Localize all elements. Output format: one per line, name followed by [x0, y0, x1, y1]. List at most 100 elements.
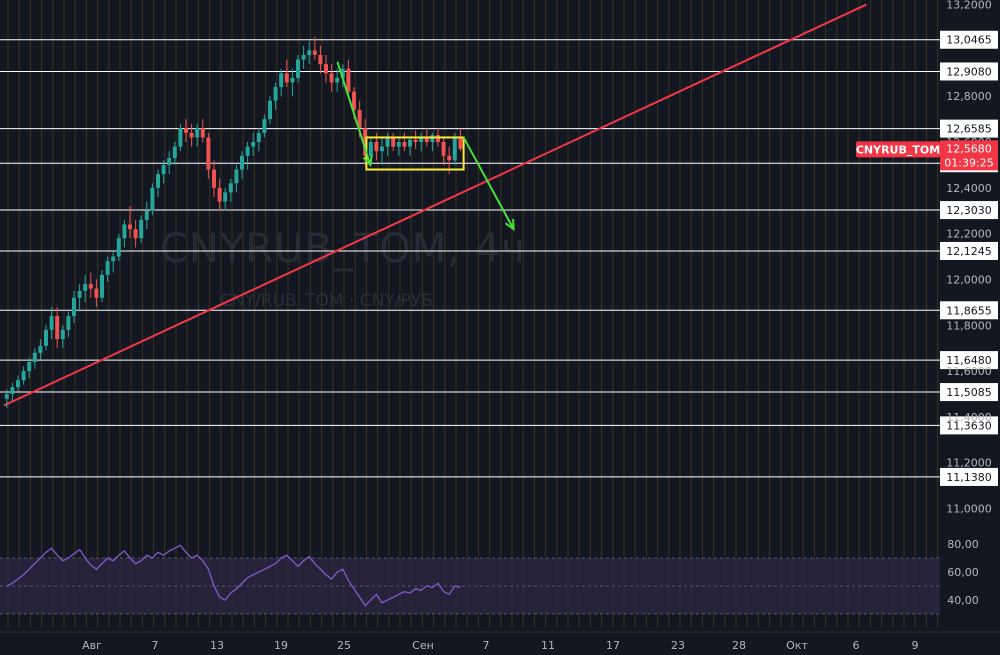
arrow-down-2-head: [504, 219, 515, 232]
ticker-name: CNYRUB_TOM: [856, 143, 940, 156]
candle-body: [38, 345, 43, 353]
level-label-box: [940, 351, 998, 370]
level-label-box: [940, 62, 998, 81]
candle-body: [402, 142, 407, 147]
candle-body: [200, 128, 205, 138]
candle-body: [290, 77, 295, 83]
ticker-box: [856, 141, 940, 158]
candle-body: [346, 68, 351, 92]
candle-body: [122, 224, 127, 239]
candle-body: [245, 146, 250, 156]
time-tick-label: Сен: [412, 639, 434, 652]
candle-body: [88, 284, 93, 289]
candle-body: [385, 137, 390, 147]
candle-body: [452, 137, 457, 161]
level-label: 11,1380: [946, 471, 992, 484]
level-label: 11,6480: [946, 354, 992, 367]
candle-body: [4, 394, 9, 399]
time-tick-label: 25: [337, 639, 351, 652]
candle-body: [206, 137, 211, 170]
candle-body: [10, 387, 15, 395]
candle-body: [430, 135, 435, 143]
candle-body: [228, 183, 233, 193]
candle-body: [335, 77, 340, 83]
trendline: [3, 3, 867, 407]
time-tick-label: 7: [152, 639, 159, 652]
watermark: CNYRUB_TOM, 4ч CNY/RUB_TOM · CNY/РУБ: [160, 226, 525, 311]
candle-body: [240, 155, 244, 170]
candle-body: [27, 361, 32, 372]
rsi-line: [6, 544, 461, 607]
time-tick-label: 19: [274, 639, 288, 652]
candle-body: [380, 146, 384, 152]
time-tick-label: 9: [912, 639, 919, 652]
candle-body: [128, 224, 132, 230]
candle-body: [77, 290, 82, 298]
time-axis[interactable]: Авг 7 13 19 25 Сен 7 11 17 23 28 Окт 6 9: [0, 631, 1000, 652]
candle-body: [49, 316, 54, 330]
countdown: 01:39:25: [944, 156, 993, 169]
level-label-box: [940, 119, 998, 138]
candle-body: [363, 128, 368, 156]
candle-body: [172, 146, 177, 159]
candle-body: [212, 169, 216, 188]
candle-body: [279, 73, 284, 88]
candle-body: [447, 155, 452, 161]
vertical-grid: [7, 0, 939, 628]
candle-body: [268, 100, 272, 120]
time-tick-label: 23: [671, 639, 685, 652]
candle-body: [312, 50, 317, 55]
time-tick-label: 13: [210, 639, 224, 652]
candle-body: [458, 137, 463, 149]
annotations[interactable]: [336, 61, 515, 232]
candle-body: [184, 128, 188, 133]
candle-body: [324, 64, 328, 74]
level-label: 12,6585: [946, 123, 992, 136]
candle-body: [21, 371, 26, 381]
level-label-box: [940, 30, 998, 49]
candle-body: [307, 50, 312, 55]
price-tick-label: 11,6000: [946, 365, 992, 378]
candle-body: [284, 73, 289, 83]
candle-body: [374, 142, 379, 152]
candles: [4, 36, 463, 408]
level-label: 11,8655: [946, 304, 992, 317]
candle-body: [189, 132, 194, 138]
candle-body: [357, 109, 362, 129]
time-tick-label: 7: [483, 639, 490, 652]
price-tick-label: 11,4000: [946, 411, 992, 424]
candle-body: [94, 288, 99, 298]
level-label-box: [940, 383, 998, 402]
level-label-box: [940, 201, 998, 220]
candle-body: [55, 316, 60, 340]
candle-body: [144, 210, 149, 220]
price-tick-label: 13,2000: [946, 0, 992, 12]
candle-body: [116, 238, 121, 257]
candle-body: [105, 261, 110, 275]
candle-body: [419, 137, 424, 143]
level-label-box: [940, 467, 998, 486]
candle-body: [83, 284, 88, 291]
level-label: 13,0465: [946, 34, 992, 47]
price-axis[interactable]: 13,200012,800012,600012,400012,200012,00…: [946, 0, 992, 516]
candle-body: [301, 54, 306, 60]
last-price-box: [940, 140, 998, 171]
candle-body: [133, 229, 138, 239]
level-label: 11,3630: [946, 419, 992, 432]
trendline-group[interactable]: [3, 3, 867, 407]
time-tick-label: 17: [606, 639, 620, 652]
arrow-down-1: [336, 61, 372, 166]
price-tick-label: 11,0000: [946, 503, 992, 516]
rsi-tick-label: 60,00: [947, 566, 979, 579]
candle-body: [161, 164, 166, 175]
candle-body: [436, 135, 440, 143]
level-label: 11,5085: [946, 386, 992, 399]
time-tick-label: 28: [732, 639, 746, 652]
candle-body: [391, 137, 396, 147]
rsi-tick-label: 80,00: [947, 538, 979, 551]
rsi-pane[interactable]: 80,00 60,00 40,00: [0, 538, 979, 615]
candle-body: [72, 297, 76, 317]
